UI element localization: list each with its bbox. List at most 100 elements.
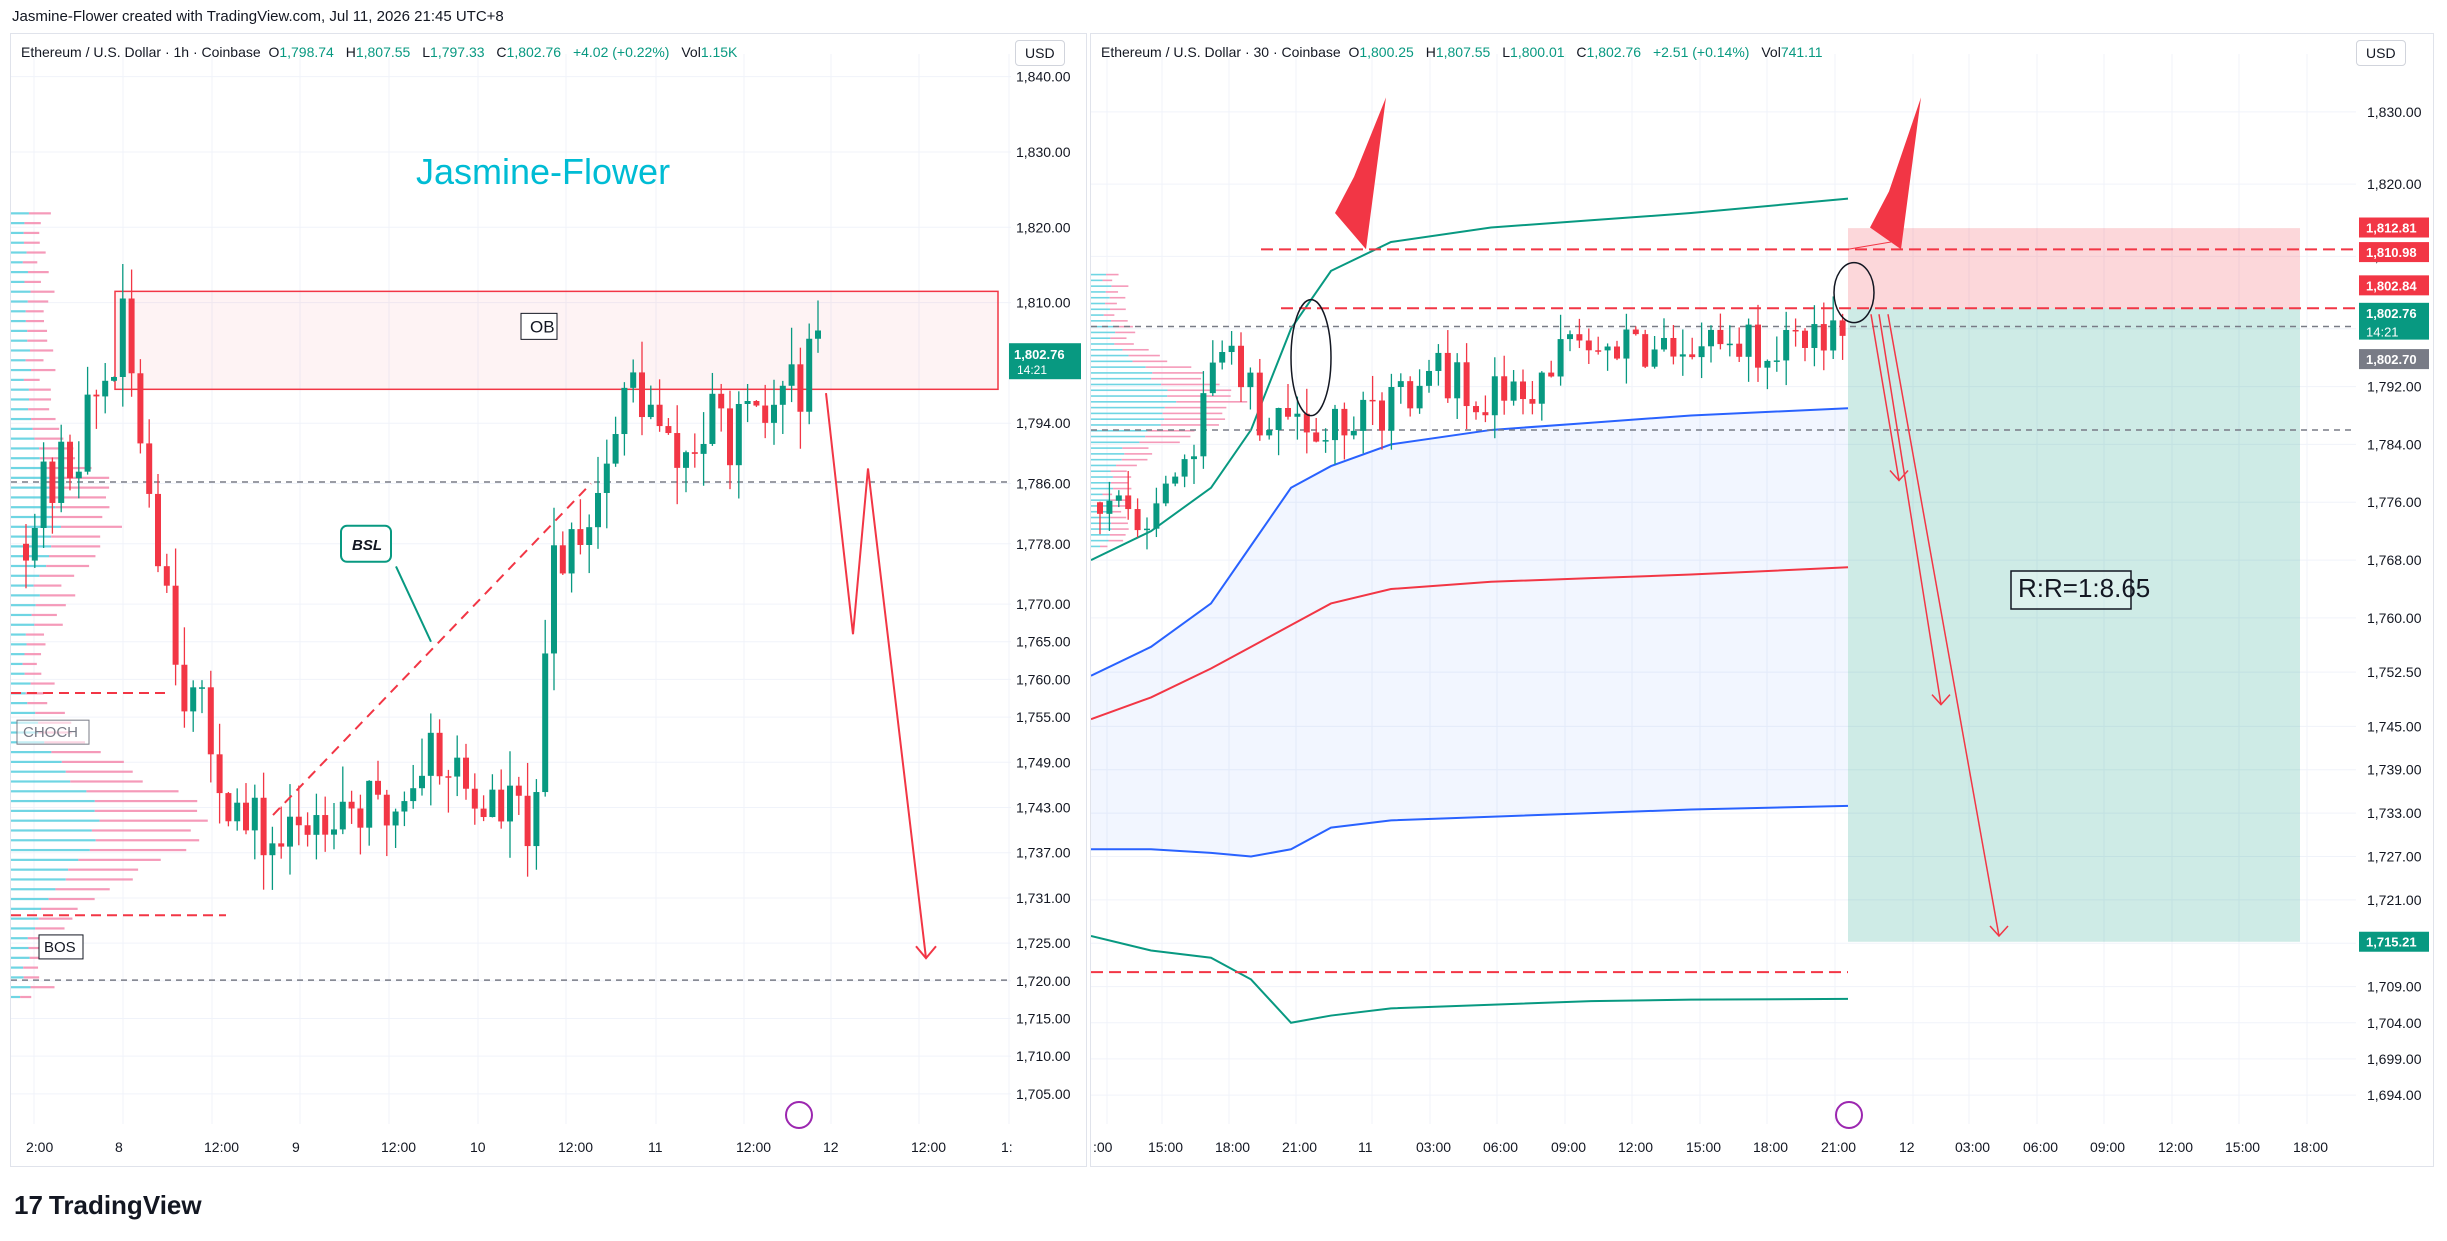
projection-path [825, 392, 927, 959]
volume-profile-bar [11, 653, 25, 656]
volume-profile-bar [1091, 291, 1106, 293]
chart-right-svg[interactable]: 1,830.001,820.001,810.001,800.001,792.00… [1091, 34, 2435, 1168]
volume-profile-bar [65, 770, 133, 773]
candle-body [383, 794, 390, 826]
candle-body [1764, 360, 1771, 368]
volume-profile-bar [11, 212, 29, 215]
y-tick-label: 1,694.00 [2367, 1087, 2422, 1103]
volume-profile-bar [30, 682, 55, 685]
candle-body [243, 802, 249, 831]
chart-panel-left[interactable]: 1,840.00 1,830.00 1,820.00 1,810.00 1,794.00… [10, 33, 1087, 1167]
candle-body [1313, 432, 1320, 442]
volume-profile-bar [1091, 545, 1101, 548]
price-tag [2359, 275, 2429, 296]
y-tick-label: 1,721.00 [2367, 892, 2422, 908]
volume-profile-bar [30, 368, 56, 372]
volume-profile-bar [1107, 510, 1122, 513]
candle-body [1520, 381, 1526, 400]
volume-profile-bar [11, 466, 48, 470]
x-tick-label: 12 [1899, 1139, 1915, 1155]
volume-profile-bar [61, 760, 124, 764]
chart-panel-right[interactable]: 1,830.001,820.001,810.001,800.001,792.00… [1090, 33, 2434, 1167]
upper-band-2 [1091, 197, 1849, 561]
candle-body [207, 687, 214, 755]
candle-body [1106, 500, 1113, 514]
candle-body [656, 404, 663, 427]
candle-body [1557, 339, 1564, 377]
volume-profile-bar [23, 231, 40, 235]
x-tick-label: 12:00 [911, 1139, 946, 1155]
volume-profile-bar [11, 388, 29, 391]
volume-profile-bar [1105, 302, 1117, 305]
volume-profile-bar [30, 290, 55, 293]
candle-body [348, 801, 355, 809]
candle-body [436, 732, 443, 777]
x-tick-label: 03:00 [1416, 1139, 1451, 1155]
candle-body [339, 801, 346, 830]
volume-profile-bar [1111, 285, 1129, 287]
volume-profile-bar [11, 770, 66, 773]
currency-button[interactable]: USD [2356, 40, 2406, 66]
low-value: 1,800.01 [1510, 44, 1565, 60]
volume-profile-bar [38, 917, 73, 920]
candle-body [1661, 337, 1667, 350]
volume-profile-bar [25, 319, 45, 323]
candle-body [1632, 329, 1639, 335]
x-tick-label: 15:00 [1148, 1139, 1183, 1155]
low-value: 1,797.33 [430, 44, 485, 60]
candle-body [771, 404, 777, 423]
candle-body [1219, 352, 1226, 363]
candle-body [75, 471, 82, 479]
close-value: 1,802.76 [1586, 44, 1642, 60]
candle-body [260, 797, 267, 856]
volume-profile-bar [1164, 406, 1227, 409]
volume-profile-bar [1091, 476, 1113, 478]
bsl-label: BSL [352, 537, 382, 554]
x-tick-label: 12:00 [558, 1139, 593, 1155]
lower-band-1 [1091, 804, 1849, 858]
volume-profile-bar [27, 339, 48, 342]
chart-left-svg[interactable]: 1,840.00 1,830.00 1,820.00 1,810.00 1,794.00… [11, 34, 1088, 1168]
band-tail [1847, 241, 1892, 250]
volume-profile-bar [11, 937, 28, 940]
price-tag [2359, 931, 2429, 952]
x-tick-label: 9 [292, 1139, 300, 1155]
candle-body [1717, 329, 1724, 345]
volume-profile-bar [1091, 395, 1168, 397]
volume-profile-bar [11, 594, 40, 597]
candle-body [216, 754, 223, 794]
volume-profile-bar [55, 476, 110, 479]
open-value: 1,798.74 [279, 44, 334, 60]
y-tick-label: 1,765.00 [1016, 634, 1071, 650]
candle-body [102, 380, 109, 397]
candle-body [683, 452, 689, 468]
volume-profile-bar [51, 535, 101, 538]
candle-body [524, 795, 531, 847]
candle-body [1097, 502, 1103, 514]
x-tick-label: 03:00 [1955, 1139, 1990, 1155]
volume-profile-bar [1091, 464, 1117, 467]
projection-arrow [1878, 314, 1942, 705]
volume-profile-bar [24, 280, 41, 284]
currency-button[interactable]: USD [1015, 40, 1065, 66]
x-tick-label: 21:00 [1821, 1139, 1856, 1155]
volume-profile-bar [1091, 320, 1112, 322]
candle-body [190, 687, 197, 712]
projection-arrow [1887, 314, 2000, 937]
tradingview-logo[interactable]: 17 TradingView [14, 1190, 202, 1221]
lower-band-2 [1091, 935, 1849, 1024]
ob-label-box [520, 312, 558, 340]
candle-body [1473, 406, 1479, 413]
volume-profile-bar [11, 839, 96, 842]
candle-body [586, 527, 593, 545]
x-tick-label: 15:00 [1686, 1139, 1721, 1155]
y-tick-label: 1,737.00 [1016, 845, 1071, 861]
candle-body [621, 387, 628, 435]
candle-body [806, 338, 813, 412]
volume-profile-bar [11, 447, 40, 450]
candle-body [1773, 360, 1780, 362]
volume-profile-bar [1124, 453, 1153, 455]
volume-profile-bar [1145, 366, 1192, 368]
projection-arrowhead [1931, 694, 1951, 706]
price-tag-label: 1,812.81 [2366, 221, 2417, 236]
